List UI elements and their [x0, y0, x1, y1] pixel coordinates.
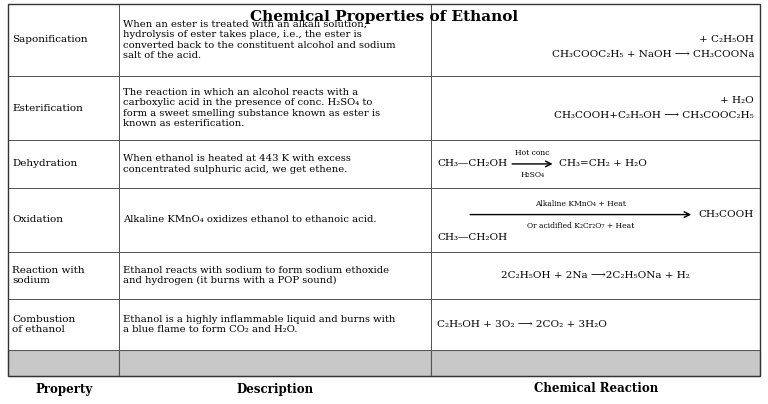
- Text: The reaction in which an alcohol reacts with a
carboxylic acid in the presence o: The reaction in which an alcohol reacts …: [124, 88, 380, 128]
- Bar: [119, 76, 432, 140]
- Text: Alkaline KMnO₄ oxidizes ethanol to ethanoic acid.: Alkaline KMnO₄ oxidizes ethanol to ethan…: [124, 215, 377, 224]
- Bar: [432, 350, 760, 376]
- Text: When ethanol is heated at 443 K with excess
concentrated sulphuric acid, we get : When ethanol is heated at 443 K with exc…: [124, 154, 351, 174]
- Text: Property: Property: [35, 383, 92, 396]
- Text: Ethanol reacts with sodium to form sodium ethoxide
and hydrogen (it burns with a: Ethanol reacts with sodium to form sodiu…: [124, 266, 389, 285]
- Text: Ethanol is a highly inflammable liquid and burns with
a blue flame to form CO₂ a: Ethanol is a highly inflammable liquid a…: [124, 315, 396, 334]
- Bar: [119, 187, 432, 252]
- Text: 2C₂H₅OH + 2Na ⟶2C₂H₅ONa + H₂: 2C₂H₅OH + 2Na ⟶2C₂H₅ONa + H₂: [502, 271, 690, 280]
- Bar: [119, 252, 432, 299]
- Bar: [119, 4, 432, 76]
- Text: H₂SO₄: H₂SO₄: [520, 171, 545, 179]
- Text: CH₃COOH+C₂H₅OH ⟶ CH₃COOC₂H₅: CH₃COOH+C₂H₅OH ⟶ CH₃COOC₂H₅: [554, 112, 754, 120]
- Text: CH₃=CH₂ + H₂O: CH₃=CH₂ + H₂O: [559, 160, 647, 168]
- Text: Alkaline KMnO₄ + Heat: Alkaline KMnO₄ + Heat: [535, 200, 626, 208]
- Bar: [8, 76, 119, 140]
- Text: Hot conc: Hot conc: [515, 149, 550, 157]
- Text: CH₃COOC₂H₅ + NaOH ⟶ CH₃COONa: CH₃COOC₂H₅ + NaOH ⟶ CH₃COONa: [551, 50, 754, 59]
- Text: + C₂H₅OH: + C₂H₅OH: [699, 36, 754, 44]
- Text: Chemical Reaction: Chemical Reaction: [534, 383, 658, 396]
- Bar: [8, 187, 119, 252]
- Bar: [432, 4, 760, 76]
- Bar: [8, 252, 119, 299]
- Bar: [8, 299, 119, 350]
- Bar: [432, 252, 760, 299]
- Text: CH₃COOH: CH₃COOH: [698, 210, 753, 219]
- Bar: [8, 140, 119, 187]
- Text: Chemical Properties of Ethanol: Chemical Properties of Ethanol: [250, 10, 518, 24]
- Text: Or acidified K₂Cr₂O₇ + Heat: Or acidified K₂Cr₂O₇ + Heat: [527, 221, 634, 229]
- Text: Combustion
of ethanol: Combustion of ethanol: [12, 315, 75, 334]
- Bar: [119, 350, 432, 376]
- Bar: [432, 299, 760, 350]
- Bar: [119, 140, 432, 187]
- Text: + H₂O: + H₂O: [720, 96, 754, 105]
- Text: Dehydration: Dehydration: [12, 160, 78, 168]
- Bar: [432, 76, 760, 140]
- Text: When an ester is treated with an alkali solution,
hydrolysis of ester takes plac: When an ester is treated with an alkali …: [124, 20, 396, 60]
- Text: Reaction with
sodium: Reaction with sodium: [12, 266, 84, 285]
- Bar: [432, 187, 760, 252]
- Text: Saponification: Saponification: [12, 36, 88, 44]
- Text: Description: Description: [237, 383, 314, 396]
- Text: Esterification: Esterification: [12, 103, 83, 113]
- Text: CH₃—CH₂OH: CH₃—CH₂OH: [437, 233, 508, 242]
- Bar: [119, 299, 432, 350]
- Text: Oxidation: Oxidation: [12, 215, 63, 224]
- Bar: [8, 4, 119, 76]
- Bar: [432, 140, 760, 187]
- Text: CH₃—CH₂OH: CH₃—CH₂OH: [437, 160, 508, 168]
- Bar: [8, 350, 119, 376]
- Text: C₂H₅OH + 3O₂ ⟶ 2CO₂ + 3H₂O: C₂H₅OH + 3O₂ ⟶ 2CO₂ + 3H₂O: [437, 320, 607, 329]
